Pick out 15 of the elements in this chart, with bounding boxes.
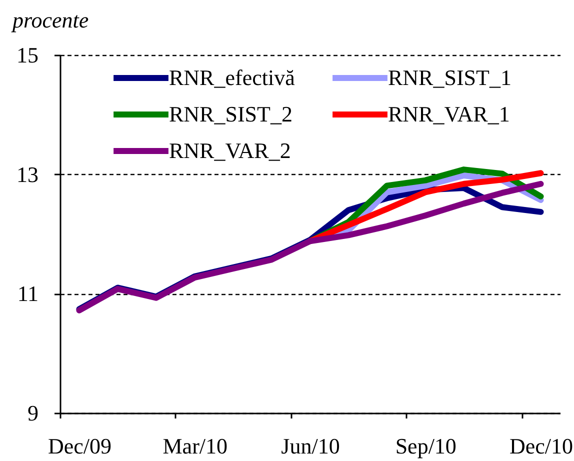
legend-label: RNR_efectivă (169, 65, 296, 90)
y-axis-title: procente (10, 8, 89, 32)
y-tick-label: 9 (28, 400, 38, 426)
x-tick-label: Mar/10 (162, 434, 228, 458)
x-tick-label: Dec/10 (510, 434, 574, 458)
x-tick-label: Sep/10 (395, 434, 456, 458)
legend-label: RNR_SIST_2 (169, 102, 292, 126)
x-tick-label: Dec/09 (48, 434, 112, 458)
y-tick-label: 13 (16, 162, 38, 187)
legend-label: RNR_VAR_1 (388, 102, 510, 126)
legend-label: RNR_SIST_1 (388, 65, 512, 90)
y-tick-label: 15 (16, 42, 38, 68)
x-tick-label: Jun/10 (281, 434, 340, 458)
y-tick-label: 11 (17, 281, 38, 306)
legend-label: RNR_VAR_2 (169, 138, 291, 163)
